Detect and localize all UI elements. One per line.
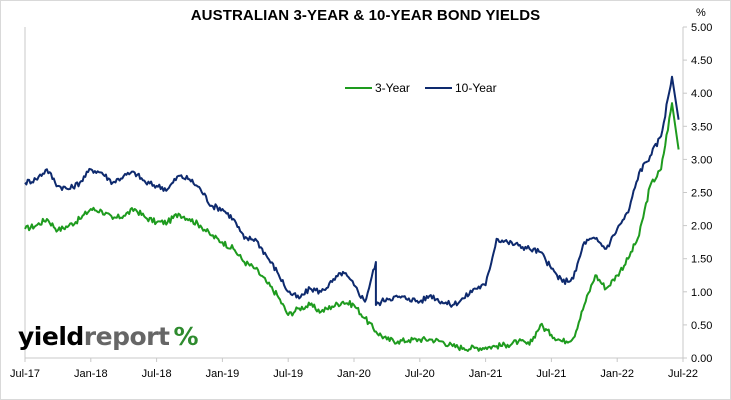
y-tick-label: 4.50: [691, 55, 712, 67]
legend-label: 10-Year: [455, 81, 497, 95]
y-tick-label: 0.50: [691, 320, 712, 332]
series-line-10-year: [24, 75, 680, 308]
x-tick-label: Jan-21: [469, 368, 503, 380]
chart-title: AUSTRALIAN 3-YEAR & 10-YEAR BOND YIELDS: [190, 7, 541, 24]
y-tick-label: 3.00: [691, 154, 712, 166]
y-tick-label: 5.00: [691, 22, 712, 34]
x-tick-label: Jul-19: [273, 368, 303, 380]
percent-logo-icon: %: [173, 322, 198, 351]
yieldreport-logo: yieldreport%: [18, 322, 198, 351]
x-tick-label: Jul-22: [668, 368, 698, 380]
y-tick-label: 2.50: [691, 188, 712, 200]
y-axis-unit: %: [696, 7, 706, 19]
x-tick-label: Jul-17: [10, 368, 40, 380]
y-tick-label: 4.00: [691, 88, 712, 100]
y-tick-label: 0.00: [691, 353, 712, 365]
y-tick-label: 2.00: [691, 221, 712, 233]
series-line-3-year: [24, 102, 680, 352]
legend-label: 3-Year: [375, 81, 410, 95]
x-tick-label: Jan-19: [206, 368, 240, 380]
x-tick-label: Jan-20: [337, 368, 371, 380]
y-tick-label: 1.00: [691, 287, 712, 299]
y-tick-label: 1.50: [691, 254, 712, 266]
x-tick-label: Jan-22: [600, 368, 634, 380]
x-tick-label: Jul-21: [536, 368, 566, 380]
y-tick-label: 3.50: [691, 121, 712, 133]
x-tick-label: Jul-18: [142, 368, 172, 380]
x-tick-label: Jan-18: [74, 368, 108, 380]
x-tick-label: Jul-20: [405, 368, 435, 380]
